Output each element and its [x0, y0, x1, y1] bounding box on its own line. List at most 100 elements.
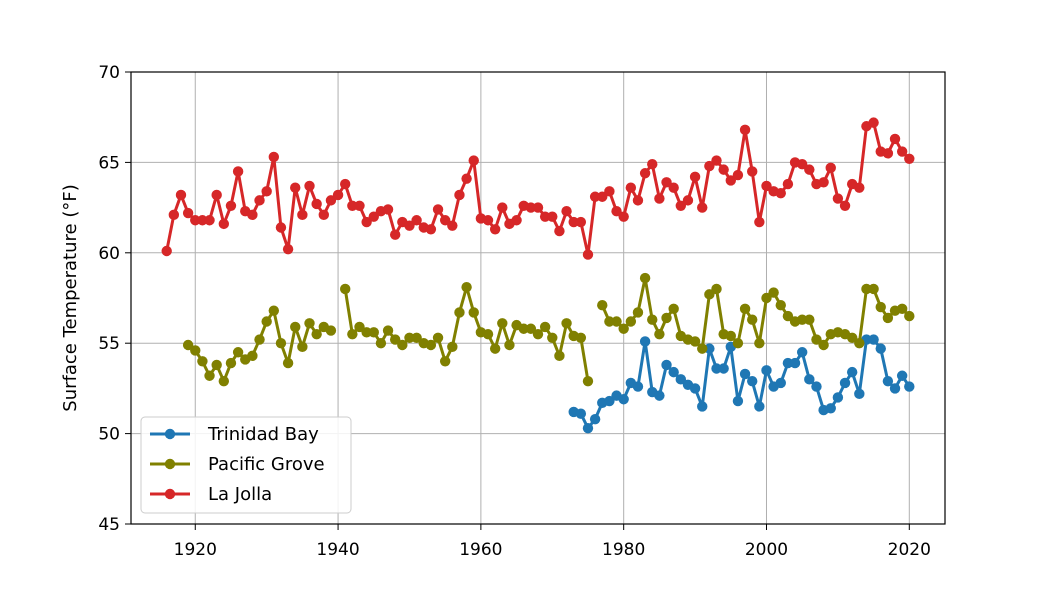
y-tick-label: 50 — [98, 425, 120, 445]
legend-label-pacific-grove: Pacific Grove — [208, 454, 325, 475]
data-point-la-jolla — [318, 209, 329, 221]
y-axis: 45 50 55 60 65 70 — [98, 63, 131, 535]
data-point-trinidad-bay — [668, 366, 679, 378]
data-point-la-jolla — [818, 177, 829, 188]
data-point-pacific-grove — [582, 375, 594, 387]
data-point-pacific-grove — [218, 375, 230, 387]
legend-label-trinidad-bay: Trinidad Bay — [207, 424, 319, 445]
data-point-pacific-grove — [197, 356, 208, 367]
data-point-la-jolla — [647, 159, 658, 170]
data-point-la-jolla — [554, 225, 565, 237]
data-point-la-jolla — [304, 180, 315, 192]
data-point-pacific-grove — [846, 332, 858, 343]
data-point-la-jolla — [461, 173, 472, 184]
data-point-trinidad-bay — [718, 363, 729, 374]
data-point-trinidad-bay — [589, 413, 601, 425]
data-point-la-jolla — [190, 215, 201, 226]
data-point-trinidad-bay — [704, 343, 715, 354]
data-point-la-jolla — [411, 215, 422, 226]
data-point-pacific-grove — [561, 318, 572, 329]
data-point-la-jolla — [854, 182, 865, 193]
data-point-pacific-grove — [190, 345, 201, 356]
data-point-pacific-grove — [782, 310, 794, 322]
data-point-la-jolla — [447, 220, 458, 231]
data-point-trinidad-bay — [839, 377, 851, 389]
data-point-trinidad-bay — [739, 368, 751, 380]
data-point-pacific-grove — [697, 343, 708, 354]
data-point-la-jolla — [404, 220, 415, 231]
data-point-pacific-grove — [439, 356, 451, 367]
data-point-la-jolla — [468, 155, 479, 166]
data-point-la-jolla — [561, 206, 572, 217]
data-point-la-jolla — [482, 215, 494, 226]
data-point-pacific-grove — [304, 318, 315, 329]
data-point-la-jolla — [611, 206, 622, 217]
legend-box — [140, 416, 352, 514]
data-point-trinidad-bay — [882, 375, 894, 387]
series-trinidad-bay — [568, 334, 915, 434]
data-point-pacific-grove — [311, 328, 322, 340]
data-point-la-jolla — [796, 159, 808, 170]
data-point-la-jolla — [654, 193, 665, 204]
data-point-la-jolla — [489, 224, 501, 235]
data-point-la-jolla — [382, 204, 394, 215]
data-point-trinidad-bay — [618, 394, 629, 405]
data-point-pacific-grove — [532, 328, 544, 340]
data-point-la-jolla — [782, 178, 794, 190]
legend-swatch-marker-la-jolla — [164, 488, 176, 500]
data-point-la-jolla — [347, 200, 358, 211]
data-point-pacific-grove — [468, 307, 479, 318]
data-point-pacific-grove — [747, 314, 758, 325]
data-point-pacific-grove — [711, 283, 722, 295]
data-point-pacific-grove — [432, 332, 444, 343]
data-point-la-jolla — [161, 245, 172, 257]
data-point-pacific-grove — [768, 287, 779, 298]
data-point-la-jolla — [497, 202, 508, 213]
x-tick-label: 1980 — [602, 540, 645, 560]
data-point-pacific-grove — [632, 307, 644, 318]
data-point-trinidad-bay — [896, 370, 908, 381]
data-point-pacific-grove — [754, 338, 765, 349]
data-point-pacific-grove — [868, 283, 879, 295]
data-point-la-jolla — [896, 146, 908, 157]
data-point-pacific-grove — [340, 283, 351, 295]
data-point-pacific-grove — [796, 314, 808, 325]
data-point-la-jolla — [718, 164, 729, 175]
data-point-pacific-grove — [639, 272, 651, 284]
data-point-la-jolla — [361, 216, 372, 228]
data-point-trinidad-bay — [796, 347, 808, 358]
data-point-la-jolla — [832, 193, 844, 204]
data-point-trinidad-bay — [761, 365, 772, 376]
data-point-la-jolla — [668, 182, 679, 193]
data-point-pacific-grove — [182, 339, 194, 351]
data-point-pacific-grove — [597, 300, 608, 311]
data-point-la-jolla — [168, 209, 180, 221]
data-point-la-jolla — [290, 182, 301, 193]
data-point-trinidad-bay — [875, 343, 886, 354]
data-point-pacific-grove — [447, 341, 458, 353]
data-point-la-jolla — [218, 218, 230, 230]
data-point-la-jolla — [182, 207, 194, 219]
series-pacific-grove — [182, 272, 915, 387]
data-point-la-jolla — [632, 195, 644, 206]
data-point-pacific-grove — [397, 339, 408, 351]
data-point-pacific-grove — [732, 338, 744, 349]
data-point-la-jolla — [439, 215, 451, 226]
data-point-pacific-grove — [375, 338, 387, 349]
data-point-la-jolla — [747, 166, 758, 177]
data-point-la-jolla — [432, 204, 444, 215]
series-la-jolla — [161, 117, 915, 260]
data-point-la-jolla — [332, 189, 344, 201]
data-point-trinidad-bay — [582, 422, 594, 434]
data-point-pacific-grove — [875, 301, 886, 313]
data-point-pacific-grove — [739, 303, 751, 315]
data-point-la-jolla — [904, 153, 915, 164]
data-point-trinidad-bay — [775, 377, 786, 389]
data-point-trinidad-bay — [904, 381, 915, 392]
data-point-trinidad-bay — [632, 381, 644, 392]
data-point-pacific-grove — [247, 350, 258, 362]
data-point-pacific-grove — [425, 339, 437, 351]
data-point-trinidad-bay — [754, 401, 765, 412]
data-point-pacific-grove — [518, 323, 529, 334]
data-point-pacific-grove — [411, 332, 422, 343]
